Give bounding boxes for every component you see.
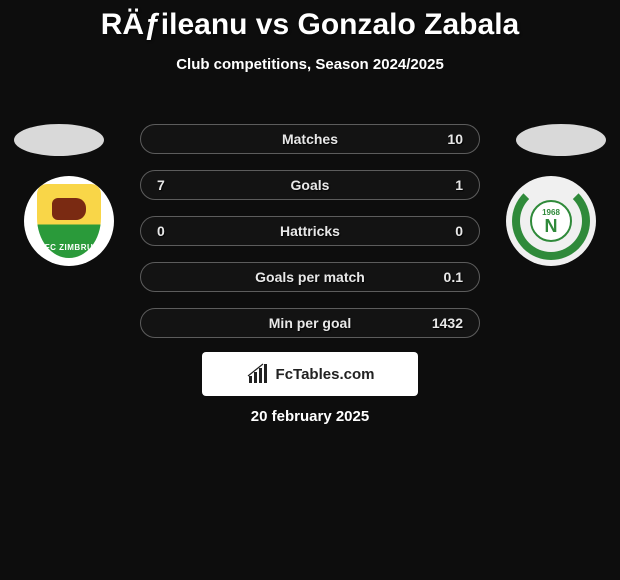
zimbru-logo-text: FC ZIMBRU xyxy=(45,243,94,252)
generated-date: 20 february 2025 xyxy=(0,408,620,425)
subtitle: Club competitions, Season 2024/2025 xyxy=(0,56,620,73)
club-badge-left: FC ZIMBRU xyxy=(24,176,114,266)
stat-label: Hattricks xyxy=(141,223,479,239)
bar-chart-icon xyxy=(246,362,270,386)
zimbru-logo-icon: FC ZIMBRU xyxy=(37,184,101,258)
brand-link[interactable]: FcTables.com xyxy=(202,352,418,396)
stat-label: Min per goal xyxy=(141,315,479,331)
stat-row-hattricks: 0 Hattricks 0 xyxy=(140,216,480,246)
player-avatar-placeholder-right xyxy=(516,124,606,156)
player-avatar-placeholder-left xyxy=(14,124,104,156)
stat-label: Matches xyxy=(141,131,479,147)
page-title: RÄƒileanu vs Gonzalo Zabala xyxy=(0,0,620,42)
stats-list: Matches 10 7 Goals 1 0 Hattricks 0 Goals… xyxy=(140,124,480,354)
stat-row-matches: Matches 10 xyxy=(140,124,480,154)
stat-row-goals-per-match: Goals per match 0.1 xyxy=(140,262,480,292)
nest-logo-letter: N xyxy=(545,217,558,235)
comparison-card: RÄƒileanu vs Gonzalo Zabala Club competi… xyxy=(0,0,620,580)
stat-row-min-per-goal: Min per goal 1432 xyxy=(140,308,480,338)
stat-label: Goals xyxy=(141,177,479,193)
brand-text: FcTables.com xyxy=(276,366,375,383)
stat-row-goals: 7 Goals 1 xyxy=(140,170,480,200)
nest-sotra-logo-icon: 1968 N xyxy=(512,182,590,260)
stat-label: Goals per match xyxy=(141,269,479,285)
club-badge-right: 1968 N xyxy=(506,176,596,266)
